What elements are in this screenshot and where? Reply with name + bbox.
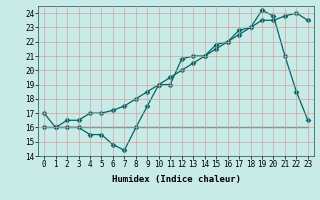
X-axis label: Humidex (Indice chaleur): Humidex (Indice chaleur) [111, 175, 241, 184]
